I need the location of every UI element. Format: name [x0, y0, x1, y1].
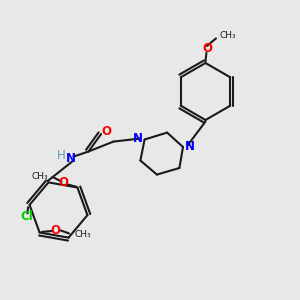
Text: CH₃: CH₃	[74, 230, 91, 238]
Text: CH₃: CH₃	[220, 32, 236, 40]
Text: H: H	[56, 149, 65, 162]
Text: O: O	[50, 224, 60, 237]
Text: N: N	[65, 152, 76, 165]
Text: Cl: Cl	[20, 210, 33, 224]
Text: N: N	[133, 131, 143, 145]
Text: CH₃: CH₃	[32, 172, 48, 181]
Text: O: O	[101, 124, 111, 138]
Text: N: N	[184, 140, 195, 153]
Text: O: O	[202, 42, 212, 56]
Text: O: O	[58, 176, 69, 189]
